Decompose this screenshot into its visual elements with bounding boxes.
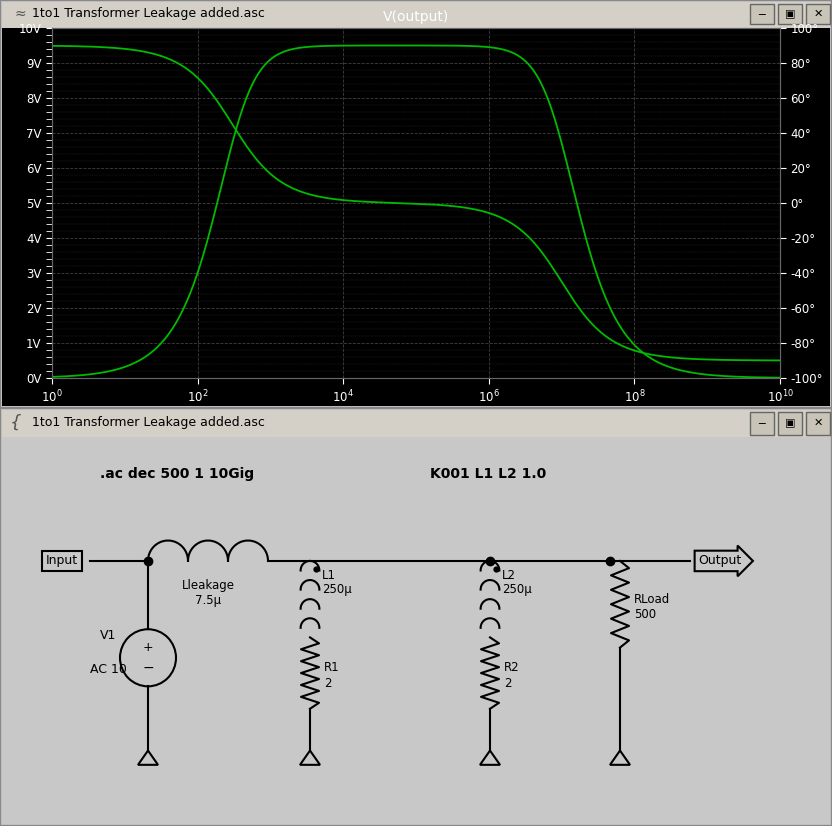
Text: V1: V1 bbox=[100, 629, 116, 643]
Text: ▣: ▣ bbox=[785, 9, 795, 19]
Text: Output: Output bbox=[698, 554, 741, 567]
Text: ─: ─ bbox=[759, 418, 765, 429]
Text: RLoad: RLoad bbox=[634, 593, 671, 605]
Bar bbox=[2, 410, 830, 437]
Text: 250µ: 250µ bbox=[502, 583, 532, 596]
Text: Input: Input bbox=[46, 554, 78, 567]
Bar bbox=[806, 4, 830, 24]
Bar bbox=[2, 2, 830, 28]
Text: Lleakage: Lleakage bbox=[181, 579, 235, 592]
Text: R1: R1 bbox=[324, 662, 339, 675]
Text: 500: 500 bbox=[634, 608, 656, 621]
Text: −: − bbox=[142, 661, 154, 675]
Text: 2: 2 bbox=[324, 676, 331, 690]
Text: L1: L1 bbox=[322, 569, 336, 582]
Text: 1to1 Transformer Leakage added.asc: 1to1 Transformer Leakage added.asc bbox=[32, 7, 265, 21]
Text: ✕: ✕ bbox=[814, 418, 823, 429]
Text: ─: ─ bbox=[759, 9, 765, 19]
Text: {: { bbox=[10, 413, 22, 431]
Text: +: + bbox=[142, 641, 153, 654]
Bar bbox=[778, 4, 802, 24]
Bar bbox=[750, 4, 774, 24]
Text: K001 L1 L2 1.0: K001 L1 L2 1.0 bbox=[430, 468, 547, 482]
Text: R2: R2 bbox=[504, 662, 520, 675]
Text: ≈: ≈ bbox=[14, 7, 26, 21]
Title: V(output): V(output) bbox=[383, 10, 449, 24]
Bar bbox=[750, 412, 774, 434]
Bar bbox=[778, 412, 802, 434]
Text: AC 10: AC 10 bbox=[90, 663, 126, 676]
Text: 2: 2 bbox=[504, 676, 512, 690]
Text: ▣: ▣ bbox=[785, 418, 795, 429]
Text: .ac dec 500 1 10Gig: .ac dec 500 1 10Gig bbox=[100, 468, 254, 482]
Text: ✕: ✕ bbox=[814, 9, 823, 19]
Text: 1to1 Transformer Leakage added.asc: 1to1 Transformer Leakage added.asc bbox=[32, 415, 265, 429]
Bar bbox=[806, 412, 830, 434]
Text: 7.5µ: 7.5µ bbox=[195, 594, 221, 606]
Text: 250µ: 250µ bbox=[322, 583, 352, 596]
Text: L2: L2 bbox=[502, 569, 516, 582]
